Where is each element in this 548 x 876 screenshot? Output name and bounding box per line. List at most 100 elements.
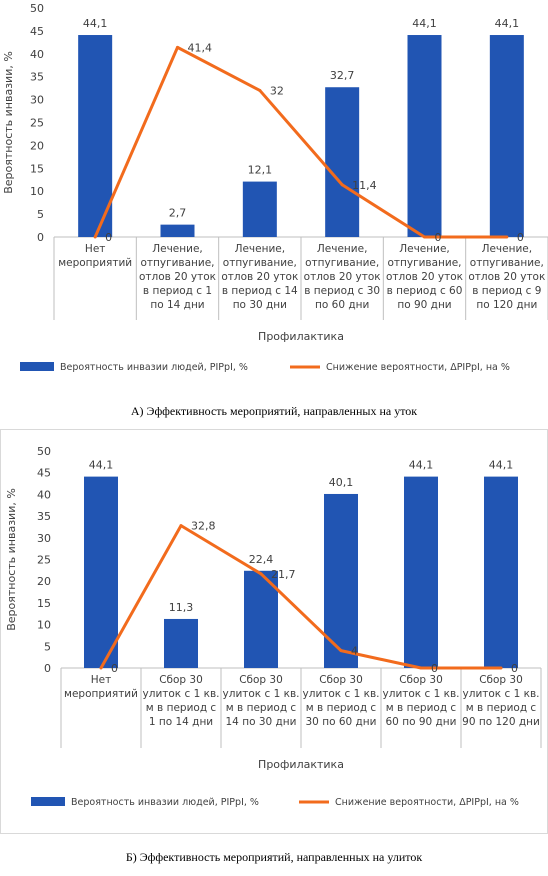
y-tick-label: 20 (37, 575, 51, 588)
x-tick-label: Лечение, отпугивание, отлов 20 уток в перио… (468, 243, 545, 311)
x-tick-label-line: улиток с 1 кв. (383, 688, 460, 700)
x-tick-label: Лечение, отпугивание, отлов 20 уток в перио… (139, 243, 216, 311)
chart-snails: Вероятность инвазии, %051015202530354045… (5, 445, 542, 808)
chart-ducks: Вероятность инвазии, % 0 5 10 15 20 25 30 35 40 45… (2, 2, 548, 373)
line-point (339, 649, 343, 653)
y-tick-label: 15 (37, 597, 51, 610)
y-tick-label: 15 (30, 162, 44, 175)
x-tick-label-line: отпугивание, (305, 257, 379, 269)
x-tick-label: Сбор 30 улиток с 1 кв. м в период с 60 по 9… (383, 674, 460, 728)
x-tick-label-line: улиток с 1 кв. (303, 688, 380, 700)
bar-data-label: 44,1 (412, 17, 437, 30)
x-tick-label-line: м в период с (466, 702, 537, 714)
x-tick-label-line: отлов 20 уток (304, 271, 381, 283)
x-tick-label-line: отпугивание, (223, 257, 297, 269)
x-tick-label-line: отпугивание, (470, 257, 544, 269)
figure-caption-snails: Б) Эффективность мероприятий, направленн… (125, 850, 423, 864)
bar (324, 493, 358, 668)
legend-label-line: Снижение вероятности, ΔPIPpI, на % (335, 797, 519, 808)
x-tick-label-line: в период с 14 (222, 285, 298, 297)
x-tick-label: Лечение, отпугивание, отлов 20 уток в перио… (304, 243, 381, 311)
bar (407, 35, 442, 237)
line-point (99, 666, 103, 670)
bar-data-label: 32,7 (330, 69, 355, 82)
y-axis-title: Вероятность инвазии, % (5, 488, 18, 631)
x-tick-label-line: 30 по 60 дни (306, 716, 377, 728)
y-tick-label: 35 (30, 71, 44, 84)
x-tick-label-line: отпугивание, (140, 257, 214, 269)
line-data-label: 0 (105, 231, 112, 244)
x-tick-label-line: Лечение, (399, 243, 450, 255)
line-data-label: 0 (511, 662, 518, 675)
legend: Вероятность инвазии людей, PIPpI, % Сниже… (20, 362, 510, 373)
line-data-label: 0 (431, 662, 438, 675)
x-tick-label-line: Лечение, (317, 243, 368, 255)
x-tick-label-line: отлов 20 уток (386, 271, 463, 283)
bar (325, 87, 360, 237)
x-tick-label-line: Сбор 30 (399, 674, 443, 686)
bar-data-label: 44,1 (495, 17, 520, 30)
x-tick-label: Нет мероприятий (64, 674, 138, 700)
y-tick-label: 40 (37, 488, 51, 501)
bar-data-label: 44,1 (409, 459, 434, 472)
x-tick-label-line: улиток с 1 кв. (143, 688, 220, 700)
line-data-label: 32,8 (191, 520, 216, 533)
x-tick-label-line: Нет (85, 243, 105, 255)
bar-data-label: 44,1 (489, 459, 514, 472)
line-point (176, 45, 179, 49)
x-tick-label: Сбор 30 улиток с 1 кв. м в период с 1 по 14… (143, 674, 220, 728)
y-tick-label: 40 (30, 48, 44, 61)
x-tick-label-line: отпугивание, (387, 257, 461, 269)
x-tick-label-line: Нет (91, 674, 111, 686)
line-point (259, 572, 263, 576)
x-tick-label-line: мероприятий (64, 688, 138, 700)
x-tick-label: Лечение, отпугивание, отлов 20 уток в перио… (221, 243, 298, 311)
bar (242, 181, 277, 237)
chart-panel-ducks: Вероятность инвазии, % 0 5 10 15 20 25 30 35 40 45… (0, 0, 548, 380)
line-data-label: 32 (270, 84, 284, 97)
x-tick-label-line: по 60 дни (315, 299, 369, 311)
bar (160, 224, 195, 237)
x-tick-label: Нет мероприятий (58, 243, 132, 269)
x-tick-label-line: Сбор 30 (159, 674, 203, 686)
line-point (258, 88, 262, 92)
bar-data-label: 44,1 (89, 459, 114, 472)
y-tick-label: 45 (37, 467, 51, 480)
line-data-label: 0 (517, 231, 524, 244)
y-tick-label: 30 (30, 94, 44, 107)
x-tick-label-line: м в период с (226, 702, 297, 714)
x-tick-label-line: 14 по 30 дни (226, 716, 297, 728)
legend-swatch-bar (20, 362, 54, 371)
bar (404, 476, 438, 668)
line-data-label: 0 (435, 231, 442, 244)
x-tick-label-line: по 90 дни (397, 299, 451, 311)
x-tick-label-line: по 14 дни (150, 299, 204, 311)
line-data-label: 11,4 (352, 179, 377, 192)
x-tick-label: Сбор 30 улиток с 1 кв. м в период с 90 по 1… (462, 674, 540, 728)
line-data-label: 41,4 (188, 41, 213, 54)
line-series (93, 45, 507, 239)
line-point (179, 524, 183, 528)
y-tick-label: 5 (44, 640, 51, 653)
y-tick-label: 30 (37, 532, 51, 545)
line-point (499, 666, 503, 670)
x-tick-label-line: Сбор 30 (239, 674, 283, 686)
x-tick-label-line: м в период с (306, 702, 377, 714)
x-tick-label: Лечение, отпугивание, отлов 20 уток в перио… (386, 243, 463, 311)
bar (84, 476, 118, 668)
x-tick-label-line: м в период с (146, 702, 217, 714)
bar-data-label: 40,1 (329, 476, 354, 489)
x-tick-label: Сбор 30 улиток с 1 кв. м в период с 30 по 6… (303, 674, 380, 728)
x-tick-label-line: 1 по 14 дни (149, 716, 213, 728)
y-tick-label: 50 (30, 2, 44, 15)
x-tick-label-line: улиток с 1 кв. (463, 688, 540, 700)
legend: Вероятность инвазии людей, PIPpI, % Сниже… (31, 797, 519, 808)
x-tick-label-line: Сбор 30 (479, 674, 523, 686)
x-tick-label-line: отлов 20 уток (468, 271, 545, 283)
x-axis-title: Профилактика (258, 758, 344, 771)
line-point (505, 235, 509, 239)
bar (164, 618, 198, 668)
bar (244, 570, 278, 668)
x-tick-label-line: отлов 20 уток (139, 271, 216, 283)
legend-label-bar: Вероятность инвазии людей, PIPpI, % (71, 797, 259, 808)
